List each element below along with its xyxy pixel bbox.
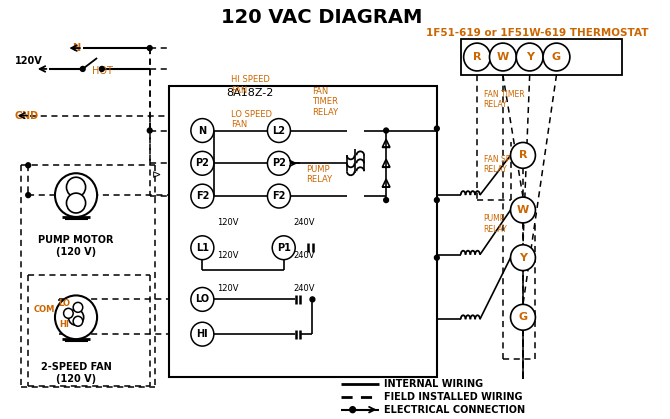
Circle shape [490,43,517,71]
Text: 1F51-619 or 1F51W-619 THERMOSTAT: 1F51-619 or 1F51W-619 THERMOSTAT [426,28,649,38]
Text: ⊳: ⊳ [151,170,161,180]
Text: 120V: 120V [15,56,42,66]
Circle shape [267,151,290,175]
Circle shape [191,119,214,142]
Text: HI: HI [196,329,208,339]
Text: R: R [519,150,527,160]
Circle shape [272,236,295,260]
Circle shape [191,184,214,208]
Text: F2: F2 [272,191,285,201]
Circle shape [310,297,315,302]
Text: PUMP
RELAY: PUMP RELAY [306,165,332,184]
Circle shape [25,193,31,198]
Circle shape [434,126,440,131]
Circle shape [517,43,543,71]
Text: 240V: 240V [293,251,315,260]
Text: LO: LO [196,295,210,304]
Circle shape [511,304,535,330]
Text: PUMP
RELAY: PUMP RELAY [484,214,507,234]
Text: FIELD INSTALLED WIRING: FIELD INSTALLED WIRING [384,392,523,402]
Text: F2: F2 [196,191,209,201]
Text: 8A18Z-2: 8A18Z-2 [226,88,274,98]
Circle shape [191,151,214,175]
Circle shape [384,198,389,202]
Text: (120 V): (120 V) [56,374,96,384]
Text: LO SPEED
FAN: LO SPEED FAN [231,110,272,129]
Circle shape [55,295,97,339]
Circle shape [80,67,85,71]
Text: 120 VAC DIAGRAM: 120 VAC DIAGRAM [221,8,423,27]
Text: 240V: 240V [293,218,315,228]
Circle shape [25,163,31,168]
Text: G: G [552,52,561,62]
Text: N: N [72,43,80,53]
Circle shape [511,142,535,168]
Text: P1: P1 [277,243,291,253]
Bar [461,39,622,75]
Circle shape [147,46,152,51]
Text: W: W [517,205,529,215]
Text: L1: L1 [196,243,209,253]
Circle shape [191,287,214,311]
Text: PUMP MOTOR: PUMP MOTOR [38,235,114,245]
Bar [169,86,437,377]
Text: (120 V): (120 V) [56,247,96,257]
Circle shape [267,119,290,142]
Circle shape [99,67,105,71]
Text: INTERNAL WIRING: INTERNAL WIRING [384,379,483,389]
Circle shape [434,198,440,202]
Text: N: N [198,126,206,135]
Circle shape [73,316,82,326]
Circle shape [66,177,86,197]
Circle shape [511,245,535,271]
Circle shape [543,43,570,71]
Text: 120V: 120V [216,218,239,228]
Circle shape [147,128,152,133]
Text: W: W [496,52,509,62]
Circle shape [55,173,97,217]
Text: G: G [519,312,527,322]
Circle shape [267,184,290,208]
Text: ELECTRICAL CONNECTION: ELECTRICAL CONNECTION [384,405,525,415]
Text: P2: P2 [196,158,209,168]
Text: LO: LO [58,299,70,308]
Text: Y: Y [519,253,527,263]
Circle shape [68,309,84,325]
Circle shape [73,303,82,312]
Text: FAN SPEED
RELAY: FAN SPEED RELAY [484,155,525,174]
Text: 120V: 120V [216,284,239,293]
Text: HI SPEED
FAN: HI SPEED FAN [231,75,270,95]
Text: 240V: 240V [293,284,315,293]
Text: Y: Y [526,52,534,62]
Circle shape [511,197,535,223]
Circle shape [191,236,214,260]
Text: FAN
TIMER
RELAY: FAN TIMER RELAY [312,87,338,116]
Text: HI: HI [60,320,70,329]
Circle shape [434,255,440,260]
Circle shape [64,308,73,318]
Text: HOT: HOT [92,66,113,76]
Text: 2-SPEED FAN: 2-SPEED FAN [41,362,111,372]
Text: FAN TIMER
RELAY: FAN TIMER RELAY [484,90,525,109]
Circle shape [350,407,356,413]
Text: 120V: 120V [216,251,239,260]
Text: L2: L2 [273,126,285,135]
Circle shape [464,43,490,71]
Text: COM: COM [34,305,55,314]
Text: R: R [473,52,481,62]
Circle shape [191,322,214,346]
Text: GND: GND [15,111,39,121]
Text: P2: P2 [272,158,286,168]
Circle shape [384,128,389,133]
Circle shape [66,193,86,213]
